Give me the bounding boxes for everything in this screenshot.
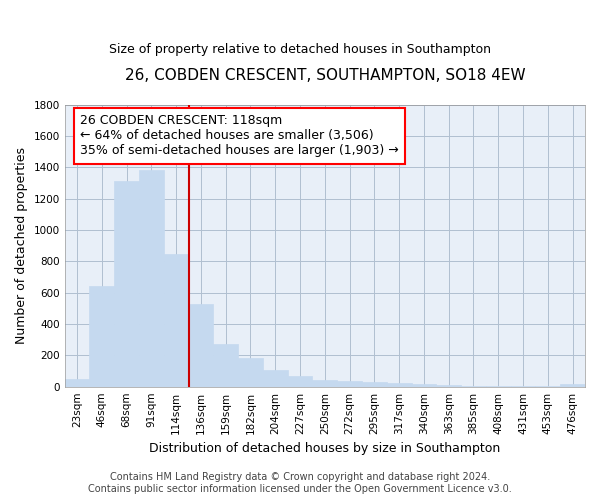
Bar bbox=[164, 254, 188, 386]
Bar bbox=[287, 376, 313, 386]
Title: 26, COBDEN CRESCENT, SOUTHAMPTON, SO18 4EW: 26, COBDEN CRESCENT, SOUTHAMPTON, SO18 4… bbox=[125, 68, 525, 82]
Bar bbox=[139, 170, 164, 386]
X-axis label: Distribution of detached houses by size in Southampton: Distribution of detached houses by size … bbox=[149, 442, 500, 455]
Text: Size of property relative to detached houses in Southampton: Size of property relative to detached ho… bbox=[109, 42, 491, 56]
Bar bbox=[387, 383, 412, 386]
Bar bbox=[214, 344, 238, 386]
Y-axis label: Number of detached properties: Number of detached properties bbox=[15, 147, 28, 344]
Bar bbox=[238, 358, 263, 386]
Bar bbox=[560, 384, 585, 386]
Text: 26 COBDEN CRESCENT: 118sqm
← 64% of detached houses are smaller (3,506)
35% of s: 26 COBDEN CRESCENT: 118sqm ← 64% of deta… bbox=[80, 114, 399, 158]
Bar bbox=[65, 379, 89, 386]
Bar bbox=[114, 182, 139, 386]
Bar bbox=[89, 286, 114, 386]
Bar bbox=[362, 382, 387, 386]
Text: Contains HM Land Registry data © Crown copyright and database right 2024.
Contai: Contains HM Land Registry data © Crown c… bbox=[88, 472, 512, 494]
Bar bbox=[313, 380, 337, 386]
Bar bbox=[188, 304, 214, 386]
Bar bbox=[436, 385, 461, 386]
Bar bbox=[337, 381, 362, 386]
Bar bbox=[412, 384, 436, 386]
Bar bbox=[263, 370, 287, 386]
